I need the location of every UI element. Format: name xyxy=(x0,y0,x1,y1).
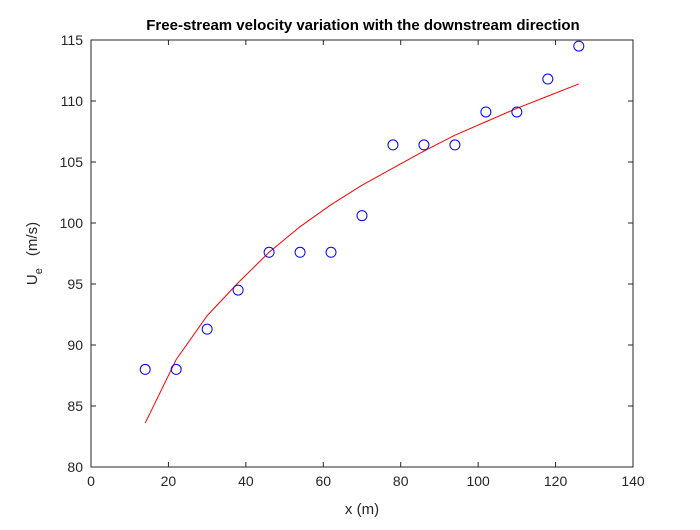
x-tick-label: 40 xyxy=(238,473,254,489)
y-tick-label: 115 xyxy=(61,32,84,48)
x-tick-label: 60 xyxy=(315,473,331,489)
svg-text:Ue(m/s): Ue (m/s) xyxy=(24,222,45,285)
y-tick-label: 110 xyxy=(61,93,84,109)
x-tick-label: 120 xyxy=(544,473,568,489)
data-point-marker xyxy=(325,246,337,258)
x-tick-label: 20 xyxy=(161,473,177,489)
data-point-marker xyxy=(542,73,554,85)
y-tick-label: 105 xyxy=(60,154,84,170)
x-tick-label: 0 xyxy=(87,473,95,489)
chart-title: Free-stream velocity variation with the … xyxy=(146,17,579,34)
y-tick-label: 80 xyxy=(67,459,83,475)
y-tick-label: 90 xyxy=(67,337,83,353)
y-axis-label: Ue (m/s) xyxy=(24,222,45,285)
x-tick-label: 140 xyxy=(621,473,645,489)
y-tick-label: 85 xyxy=(67,398,83,414)
y-tick-label: 100 xyxy=(60,215,84,231)
data-point-marker xyxy=(449,139,461,151)
y-axis-ticks: 80 85 90 95 100 105 110 115 xyxy=(60,32,633,475)
data-markers-series xyxy=(139,40,585,375)
data-point-marker xyxy=(139,363,151,375)
y-axis-label-subscript: e xyxy=(33,268,45,274)
x-axis-label: x (m) xyxy=(345,501,379,518)
x-tick-label: 100 xyxy=(466,473,490,489)
data-point-marker xyxy=(511,106,523,118)
data-point-marker xyxy=(573,40,585,52)
y-axis-label-main: U xyxy=(24,274,41,285)
x-axis-ticks: 0 20 40 60 80 100 120 140 xyxy=(87,40,645,489)
data-point-marker xyxy=(418,139,430,151)
y-tick-label: 95 xyxy=(67,276,83,292)
fit-line-series xyxy=(144,83,579,424)
fit-line xyxy=(144,83,579,424)
data-point-marker xyxy=(387,139,399,151)
data-point-marker xyxy=(170,363,182,375)
y-axis-label-unit: (m/s) xyxy=(24,222,41,256)
x-tick-label: 80 xyxy=(393,473,409,489)
data-point-marker xyxy=(263,246,275,258)
plot-area xyxy=(90,39,634,468)
data-point-marker xyxy=(232,284,244,296)
data-point-marker xyxy=(480,106,492,118)
data-point-marker xyxy=(356,210,368,222)
data-point-marker xyxy=(201,323,213,335)
data-point-marker xyxy=(294,246,306,258)
